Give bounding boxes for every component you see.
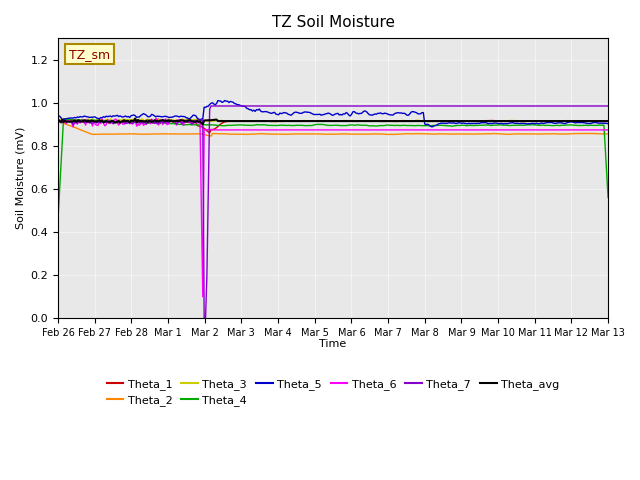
Theta_3: [58, 116, 66, 121]
Theta_7: [457, 103, 465, 109]
Theta_2: [273, 132, 281, 137]
Line: Theta_5: Theta_5: [58, 100, 608, 127]
Theta_7: [200, 315, 208, 321]
Theta_5: [54, 113, 62, 119]
Theta_7: [454, 103, 461, 109]
Theta_7: [604, 103, 612, 109]
Line: Theta_4: Theta_4: [58, 119, 608, 218]
Theta_avg: [604, 118, 612, 124]
Theta_1: [275, 119, 282, 124]
Theta_7: [54, 120, 62, 126]
Y-axis label: Soil Moisture (mV): Soil Moisture (mV): [15, 127, 25, 229]
Theta_avg: [454, 118, 461, 124]
Theta_6: [403, 127, 411, 133]
Theta_avg: [275, 118, 282, 124]
Theta_avg: [120, 117, 128, 123]
X-axis label: Time: Time: [319, 339, 347, 349]
Line: Theta_avg: Theta_avg: [58, 119, 608, 124]
Theta_1: [454, 118, 461, 124]
Theta_6: [199, 294, 207, 300]
Line: Theta_7: Theta_7: [58, 106, 608, 318]
Theta_7: [236, 103, 244, 109]
Theta_4: [401, 122, 409, 128]
Theta_avg: [403, 118, 411, 124]
Theta_6: [54, 120, 62, 126]
Theta_2: [54, 119, 62, 124]
Theta_avg: [199, 121, 207, 127]
Theta_1: [54, 118, 62, 123]
Theta_3: [235, 118, 243, 124]
Theta_3: [403, 118, 411, 124]
Theta_7: [403, 103, 411, 109]
Theta_6: [604, 127, 612, 133]
Theta_5: [428, 124, 435, 130]
Theta_4: [54, 216, 62, 221]
Theta_5: [457, 120, 465, 126]
Theta_6: [236, 127, 244, 133]
Theta_5: [221, 97, 228, 103]
Theta_2: [207, 133, 215, 139]
Line: Theta_1: Theta_1: [58, 119, 608, 133]
Theta_1: [206, 130, 214, 136]
Theta_2: [452, 131, 460, 137]
Theta_1: [236, 118, 244, 124]
Theta_7: [207, 103, 215, 109]
Theta_3: [54, 118, 62, 124]
Theta_5: [235, 102, 243, 108]
Theta_avg: [236, 118, 244, 124]
Theta_5: [454, 120, 461, 126]
Theta_avg: [457, 118, 465, 124]
Theta_6: [454, 127, 461, 133]
Theta_4: [60, 116, 67, 121]
Theta_4: [273, 123, 281, 129]
Title: TZ Soil Moisture: TZ Soil Moisture: [271, 15, 394, 30]
Theta_6: [275, 127, 282, 133]
Theta_avg: [131, 116, 139, 121]
Legend: Theta_1, Theta_2, Theta_3, Theta_4, Theta_5, Theta_6, Theta_7, Theta_avg: Theta_1, Theta_2, Theta_3, Theta_4, Thet…: [102, 374, 564, 410]
Theta_3: [122, 116, 129, 122]
Theta_5: [604, 121, 612, 127]
Line: Theta_6: Theta_6: [58, 119, 608, 297]
Line: Theta_3: Theta_3: [58, 119, 608, 122]
Theta_4: [455, 122, 463, 128]
Line: Theta_2: Theta_2: [58, 121, 608, 136]
Theta_4: [452, 123, 460, 129]
Theta_4: [235, 122, 243, 128]
Theta_1: [604, 118, 612, 124]
Theta_5: [273, 112, 281, 118]
Theta_6: [457, 127, 465, 133]
Theta_3: [457, 118, 465, 124]
Theta_7: [275, 103, 282, 109]
Theta_3: [392, 119, 399, 125]
Theta_1: [457, 118, 465, 124]
Theta_5: [401, 111, 409, 117]
Theta_2: [235, 132, 243, 137]
Theta_5: [120, 114, 128, 120]
Theta_3: [454, 118, 461, 124]
Theta_2: [604, 131, 612, 137]
Theta_avg: [54, 118, 62, 124]
Theta_6: [152, 116, 160, 121]
Theta_7: [120, 120, 128, 126]
Theta_2: [120, 131, 128, 137]
Theta_1: [155, 116, 163, 122]
Theta_6: [120, 121, 128, 127]
Theta_2: [455, 131, 463, 137]
Text: TZ_sm: TZ_sm: [69, 48, 110, 61]
Theta_3: [604, 119, 612, 124]
Theta_4: [604, 194, 612, 200]
Theta_2: [401, 131, 409, 136]
Theta_1: [403, 118, 411, 124]
Theta_3: [273, 119, 281, 124]
Theta_4: [122, 120, 129, 125]
Theta_1: [120, 118, 128, 123]
